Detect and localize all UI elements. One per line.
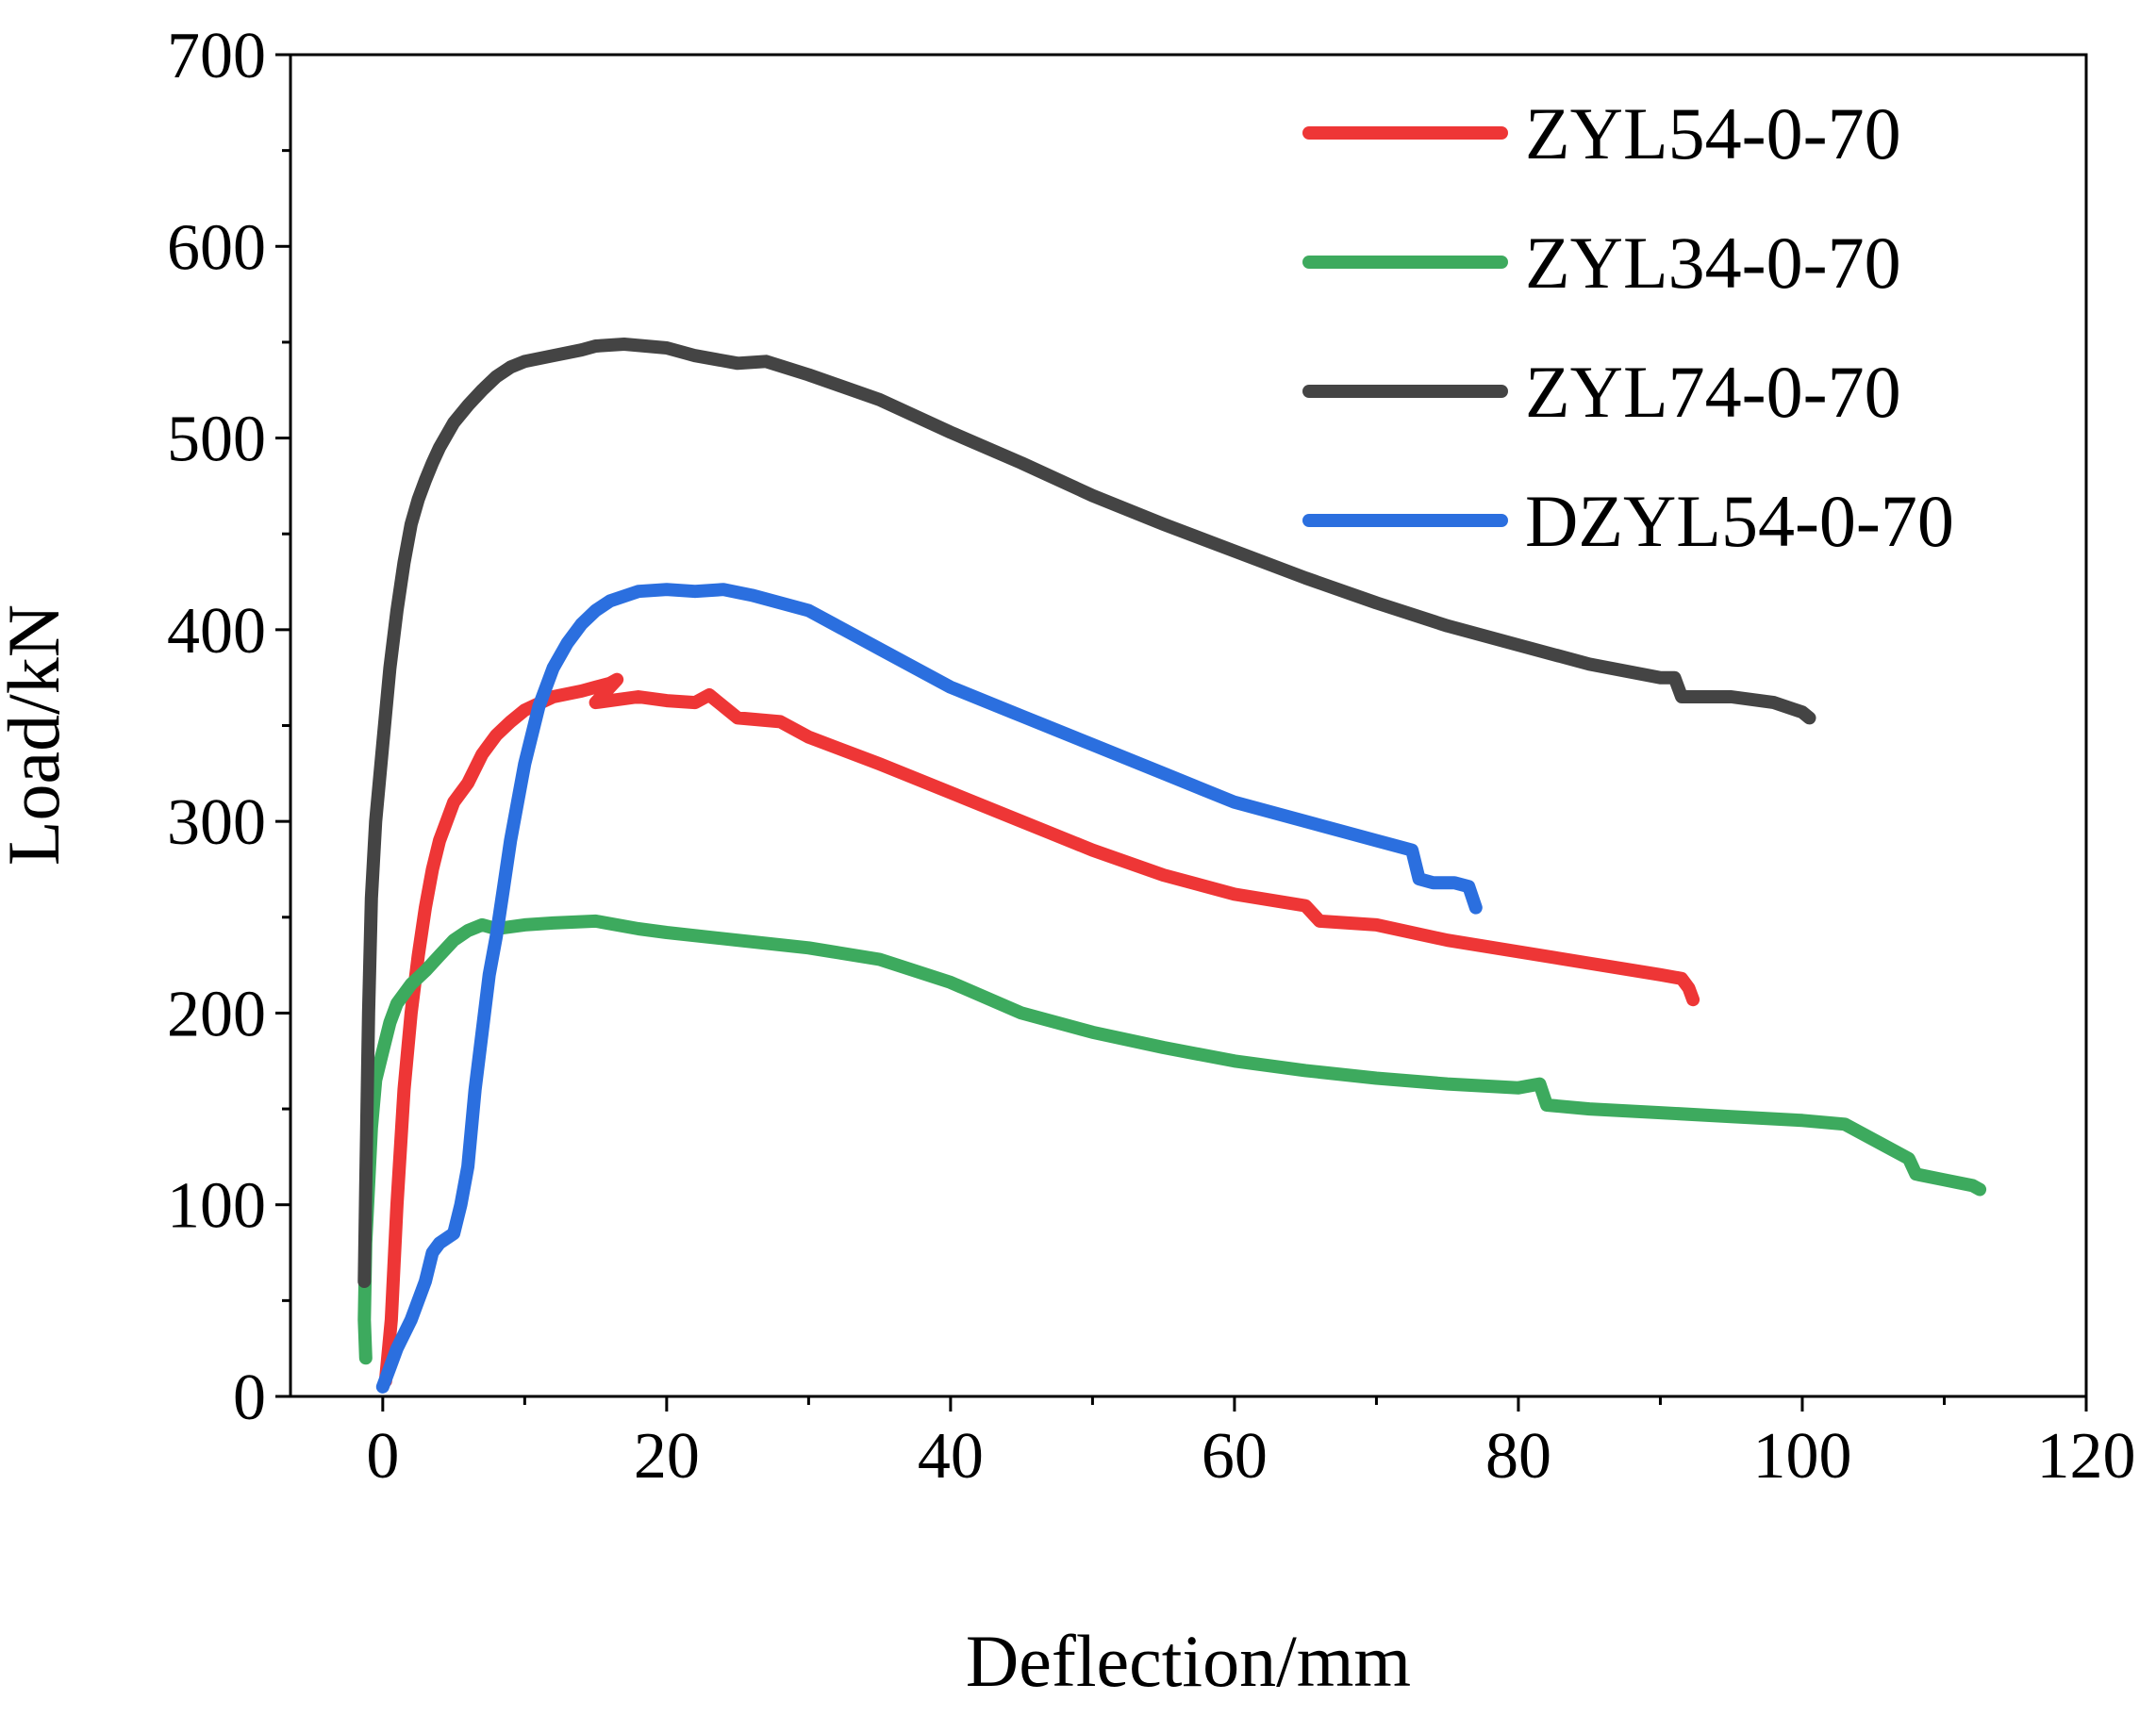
legend-label: DZYL54-0-70: [1525, 480, 1954, 562]
legend-label: ZYL34-0-70: [1525, 222, 1901, 304]
series-line-zyl54-0-70: [378, 672, 1700, 1388]
series-line-zyl34-0-70: [357, 914, 1987, 1365]
x-tick-label: 80: [1485, 1420, 1551, 1493]
x-tick-label: 0: [366, 1420, 399, 1493]
x-tick-label: 100: [1752, 1420, 1851, 1493]
y-tick-label: 400: [167, 595, 266, 668]
y-axis-title: Load/kN: [0, 604, 75, 866]
x-tick-label: 60: [1202, 1420, 1268, 1493]
y-tick-label: 200: [167, 978, 266, 1050]
series-line-zyl74-0-70: [357, 338, 1816, 1288]
y-tick-label: 700: [167, 20, 266, 92]
legend-label: ZYL74-0-70: [1525, 351, 1901, 433]
x-axis-title: Deflection/mm: [966, 1620, 1411, 1702]
axes-layer: 0 20 40 60 80 100 120 0 100 200 300 400 500 600 700: [167, 20, 2136, 1493]
legend-label: ZYL54-0-70: [1525, 92, 1901, 174]
legend: ZYL54-0-70 ZYL34-0-70 ZYL74-0-70 DZYL54-0-7…: [1302, 92, 1954, 562]
x-tick-label: 20: [634, 1420, 700, 1493]
y-tick-label: 500: [167, 404, 266, 476]
series-layer: [357, 338, 1987, 1394]
series-line-dzyl54-0-70: [375, 583, 1483, 1394]
y-tick-label: 600: [167, 211, 266, 284]
y-tick-label: 300: [167, 786, 266, 859]
y-tick-label: 0: [233, 1362, 266, 1434]
x-tick-label: 120: [2037, 1420, 2136, 1493]
x-tick-label: 40: [918, 1420, 984, 1493]
y-tick-label: 100: [167, 1170, 266, 1243]
